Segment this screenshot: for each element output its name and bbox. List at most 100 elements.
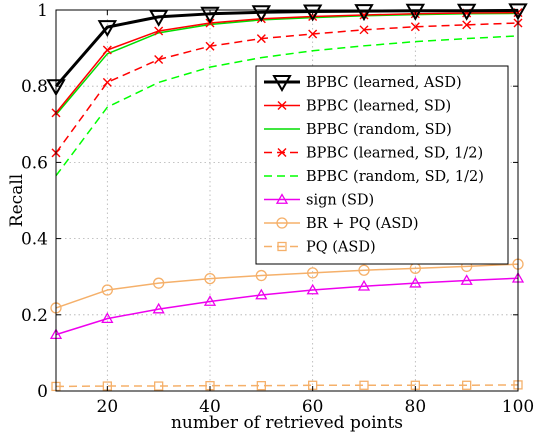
- series-bpbc-random-sd: [55, 12, 519, 116]
- x-marker-stroke: [359, 25, 369, 35]
- x-marker: [256, 34, 266, 44]
- y-tick-label: 0: [37, 382, 48, 402]
- circle-marker: [101, 284, 113, 296]
- x-marker-stroke: [277, 101, 287, 110]
- x-marker: [410, 22, 420, 32]
- y-tick-label: 0.8: [21, 77, 48, 97]
- x-marker-stroke: [154, 55, 164, 65]
- x-axis-label: number of retrieved points: [171, 413, 403, 433]
- series-bpbc-random-sd-1-2: [55, 35, 519, 177]
- series-layer: [46, 3, 528, 392]
- triangle-down-marker: [405, 3, 426, 21]
- x-marker-stroke: [277, 148, 287, 157]
- triangle-up-marker: [460, 274, 473, 285]
- circle-marker: [307, 267, 319, 279]
- series-br-pq-asd: [50, 258, 524, 314]
- legend-entry: BPBC (learned, SD): [264, 99, 451, 115]
- series-bpbc-learned-asd: [46, 3, 528, 97]
- legend-label: BPBC (learned, SD): [306, 99, 451, 115]
- x-marker-stroke: [102, 77, 112, 87]
- x-marker: [277, 148, 287, 157]
- x-marker-stroke: [462, 20, 472, 30]
- legend-entry: PQ (ASD): [264, 240, 376, 256]
- triangle-down-marker: [272, 75, 292, 93]
- triangle-up-marker: [203, 295, 217, 306]
- square-marker: [256, 381, 266, 391]
- x-marker: [277, 101, 287, 110]
- square-marker: [154, 381, 164, 391]
- plot-area-frame: [55, 9, 519, 392]
- legend: BPBC (learned, ASD) BPBC (learned, SD) BPB…: [255, 65, 509, 265]
- legend-box: [255, 65, 509, 265]
- x-marker: [308, 29, 318, 39]
- series-sign-sd: [49, 271, 525, 340]
- x-marker: [462, 20, 472, 30]
- y-tick-label: 0.2: [21, 306, 48, 326]
- series-pq-asd: [51, 380, 523, 392]
- series-line: [55, 263, 519, 309]
- legend-label: BPBC (random, SD): [306, 122, 452, 138]
- triangle-up-marker: [409, 276, 422, 288]
- legend-entry: sign (SD): [264, 193, 374, 209]
- legend-entry: BR + PQ (ASD): [264, 216, 419, 232]
- axis-ticks: 20 40 60 80 100 0 0.2 0.4 0.6 0.8 1: [21, 1, 534, 417]
- legend-entry: BPBC (random, SD, 1/2): [264, 169, 484, 185]
- triangle-up-marker: [101, 312, 114, 324]
- y-tick-label: 0.6: [21, 153, 48, 173]
- triangle-up-marker: [255, 288, 268, 300]
- circle-marker: [255, 269, 267, 282]
- triangle-down-marker: [456, 3, 477, 21]
- x-marker-stroke: [154, 26, 164, 36]
- series-line: [55, 35, 519, 177]
- x-marker: [205, 41, 215, 51]
- square-marker: [359, 380, 369, 390]
- series-line: [55, 277, 519, 336]
- legend-label: BPBC (learned, SD, 1/2): [306, 146, 483, 162]
- triangle-down-marker: [200, 6, 220, 24]
- y-axis-label: Recall: [7, 174, 27, 227]
- triangle-down-marker: [302, 4, 323, 22]
- x-marker-stroke: [410, 22, 420, 32]
- series-line: [55, 12, 519, 116]
- triangle-up-marker: [357, 279, 371, 291]
- triangle-down-marker: [251, 5, 272, 23]
- triangle-up-marker: [306, 283, 319, 295]
- y-tick-label: 1: [37, 1, 48, 21]
- triangle-down-marker: [354, 4, 374, 22]
- x-tick-label: 40: [199, 397, 221, 417]
- square-marker: [462, 380, 472, 390]
- x-tick-label: 80: [405, 397, 427, 417]
- circle-marker: [276, 217, 288, 229]
- triangle-up-marker: [275, 193, 289, 204]
- legend-label: PQ (ASD): [306, 240, 376, 256]
- series-line: [55, 384, 519, 388]
- legend-label: BPBC (random, SD, 1/2): [306, 169, 484, 185]
- triangle-down-marker: [148, 9, 169, 27]
- legend-label: BR + PQ (ASD): [306, 216, 419, 232]
- x-marker: [154, 26, 164, 36]
- x-marker: [102, 77, 112, 87]
- y-tick-label: 0.4: [21, 230, 48, 250]
- series-line: [55, 22, 519, 154]
- legend-entry: BPBC (learned, ASD): [264, 75, 462, 93]
- x-marker: [154, 55, 164, 65]
- x-marker-stroke: [102, 45, 112, 55]
- legend-label: sign (SD): [306, 193, 374, 209]
- triangle-down-marker: [97, 20, 118, 38]
- legend-label: BPBC (learned, ASD): [306, 75, 462, 91]
- x-tick-label: 100: [502, 397, 534, 417]
- x-marker-stroke: [308, 29, 318, 39]
- circle-marker: [358, 264, 370, 276]
- circle-marker: [204, 272, 216, 285]
- x-marker: [359, 25, 369, 35]
- triangle-down-marker: [508, 3, 528, 21]
- square-marker: [277, 241, 287, 252]
- x-marker: [102, 45, 112, 55]
- legend-entry: BPBC (learned, SD, 1/2): [264, 146, 483, 162]
- legend-entry: BPBC (random, SD): [264, 122, 452, 138]
- x-tick-label: 60: [302, 397, 324, 417]
- x-marker-stroke: [256, 34, 266, 44]
- series-line: [55, 11, 519, 114]
- series-line: [54, 8, 519, 88]
